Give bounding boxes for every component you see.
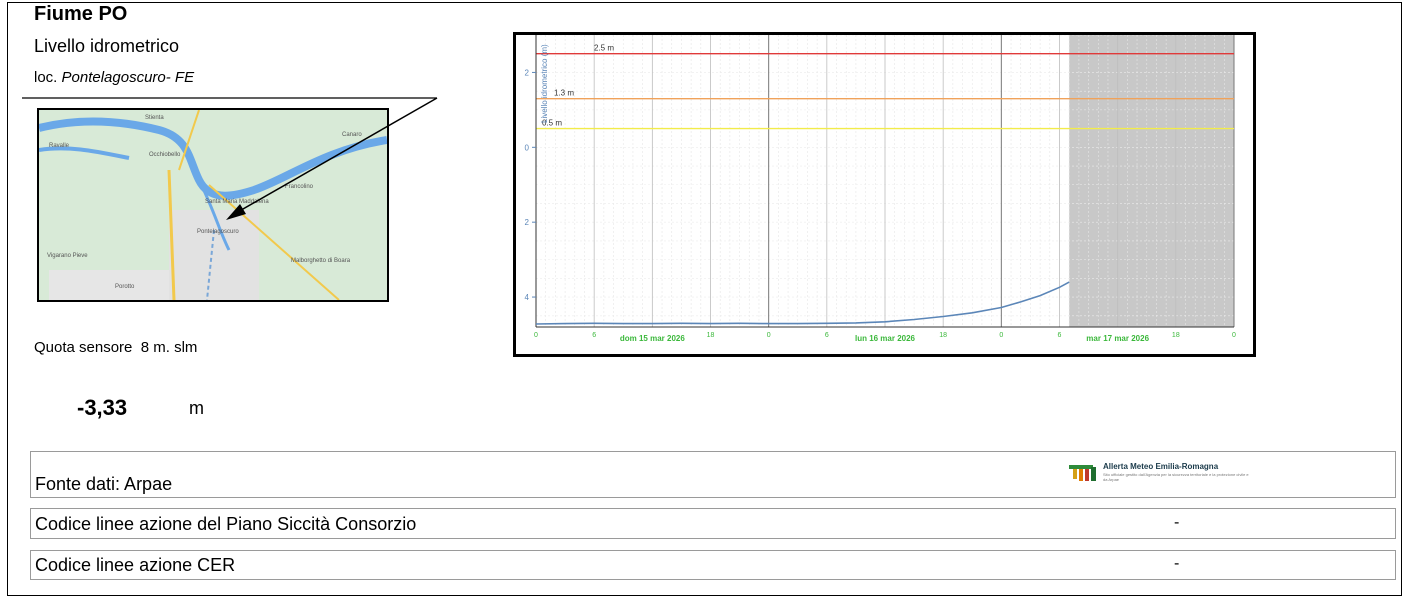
quota-value: 8 m. slm bbox=[140, 339, 198, 356]
map-label: Santa Maria Maddalena bbox=[205, 199, 269, 205]
map-label: Malborghetto di Boara bbox=[291, 258, 351, 264]
x-tick-label: 6 bbox=[592, 332, 596, 339]
location-map: Stienta Canaro Ravalle Occhiobello Franc… bbox=[37, 108, 389, 302]
x-tick-label: 6 bbox=[825, 332, 829, 339]
x-tick-label: 0 bbox=[767, 332, 771, 339]
map-label: Canaro bbox=[342, 132, 362, 138]
logo-mark-icon bbox=[1069, 465, 1096, 481]
y-tick-label: 0 bbox=[525, 143, 530, 152]
threshold-label: 2.5 m bbox=[594, 44, 614, 53]
logo-subtitle: Sito ufficiale gestito dall'Agenzia per … bbox=[1103, 472, 1249, 482]
map-label: Vigarano Pieve bbox=[47, 253, 88, 259]
river-title: Fiume PO bbox=[34, 3, 128, 25]
forecast-band bbox=[1069, 35, 1234, 327]
x-tick-label: 0 bbox=[534, 332, 538, 339]
level-reading: -3,33 bbox=[77, 395, 128, 420]
level-unit: m bbox=[189, 398, 204, 418]
map-label: Francolino bbox=[285, 184, 314, 190]
location-label: loc. Pontelagoscuro- FE bbox=[34, 69, 194, 86]
measure-subtitle: Livello idrometrico bbox=[34, 36, 180, 56]
x-day-label: lun 16 mar 2026 bbox=[855, 334, 916, 343]
y-tick-label: 2 bbox=[525, 218, 530, 227]
x-tick-label: 0 bbox=[999, 332, 1003, 339]
quota-label: Quota sensore bbox=[34, 339, 133, 356]
action-code-consorzio-label: Codice linee azione del Piano Siccità Co… bbox=[35, 514, 417, 534]
logo-title: Allerta Meteo Emilia-Romagna bbox=[1103, 462, 1219, 471]
panel-frame bbox=[7, 2, 1402, 596]
series-line-level bbox=[535, 281, 1070, 325]
chart-svg: 2.5 m 1.3 m 0.5 m 2 0 2 4 Livello idrometrico (… bbox=[525, 34, 1236, 343]
x-tick-label: 18 bbox=[707, 332, 715, 339]
map-label: Ravalle bbox=[49, 143, 70, 149]
x-day-label: dom 15 mar 2026 bbox=[620, 334, 685, 343]
x-tick-label: 18 bbox=[1172, 332, 1180, 339]
data-source-label: Fonte dati: Arpae bbox=[35, 474, 173, 494]
threshold-label: 1.3 m bbox=[554, 89, 574, 98]
map-label: Occhiobello bbox=[149, 152, 181, 158]
y-axis-label: Livello idrometrico (m) bbox=[540, 44, 549, 123]
data-source-row: Fonte dati: Arpae Allerta Meteo Emilia-R… bbox=[30, 451, 1396, 498]
map-label: Stienta bbox=[145, 115, 164, 121]
y-tick-label: 2 bbox=[525, 68, 530, 77]
location-name: Pontelagoscuro- FE bbox=[61, 69, 195, 86]
action-code-cer-value: - bbox=[1174, 555, 1180, 572]
action-code-consorzio-row: Codice linee azione del Piano Siccità Co… bbox=[30, 508, 1396, 539]
x-tick-label: 6 bbox=[1058, 332, 1062, 339]
x-day-label: mar 17 mar 2026 bbox=[1086, 334, 1149, 343]
y-tick-label: 4 bbox=[525, 293, 530, 302]
action-code-consorzio-value: - bbox=[1174, 514, 1180, 531]
threshold-label: 0.5 m bbox=[542, 119, 562, 128]
sensor-quota: Quota sensore 8 m. slm bbox=[34, 339, 197, 356]
action-code-cer-row: Codice linee azione CER - bbox=[30, 550, 1396, 580]
x-tick-label: 18 bbox=[939, 332, 947, 339]
location-prefix: loc. bbox=[34, 69, 58, 86]
map-label: Porotto bbox=[115, 284, 135, 290]
map-label: Pontelagoscuro bbox=[197, 229, 239, 235]
level-chart: 2.5 m 1.3 m 0.5 m 2 0 2 4 Livello idrometrico (… bbox=[513, 32, 1256, 357]
map-graphic: Stienta Canaro Ravalle Occhiobello Franc… bbox=[39, 110, 387, 300]
x-tick-label: 0 bbox=[1232, 332, 1236, 339]
action-code-cer-label: Codice linee azione CER bbox=[35, 555, 236, 575]
allerta-meteo-logo[interactable]: Allerta Meteo Emilia-Romagna Sito uffici… bbox=[1069, 462, 1269, 490]
